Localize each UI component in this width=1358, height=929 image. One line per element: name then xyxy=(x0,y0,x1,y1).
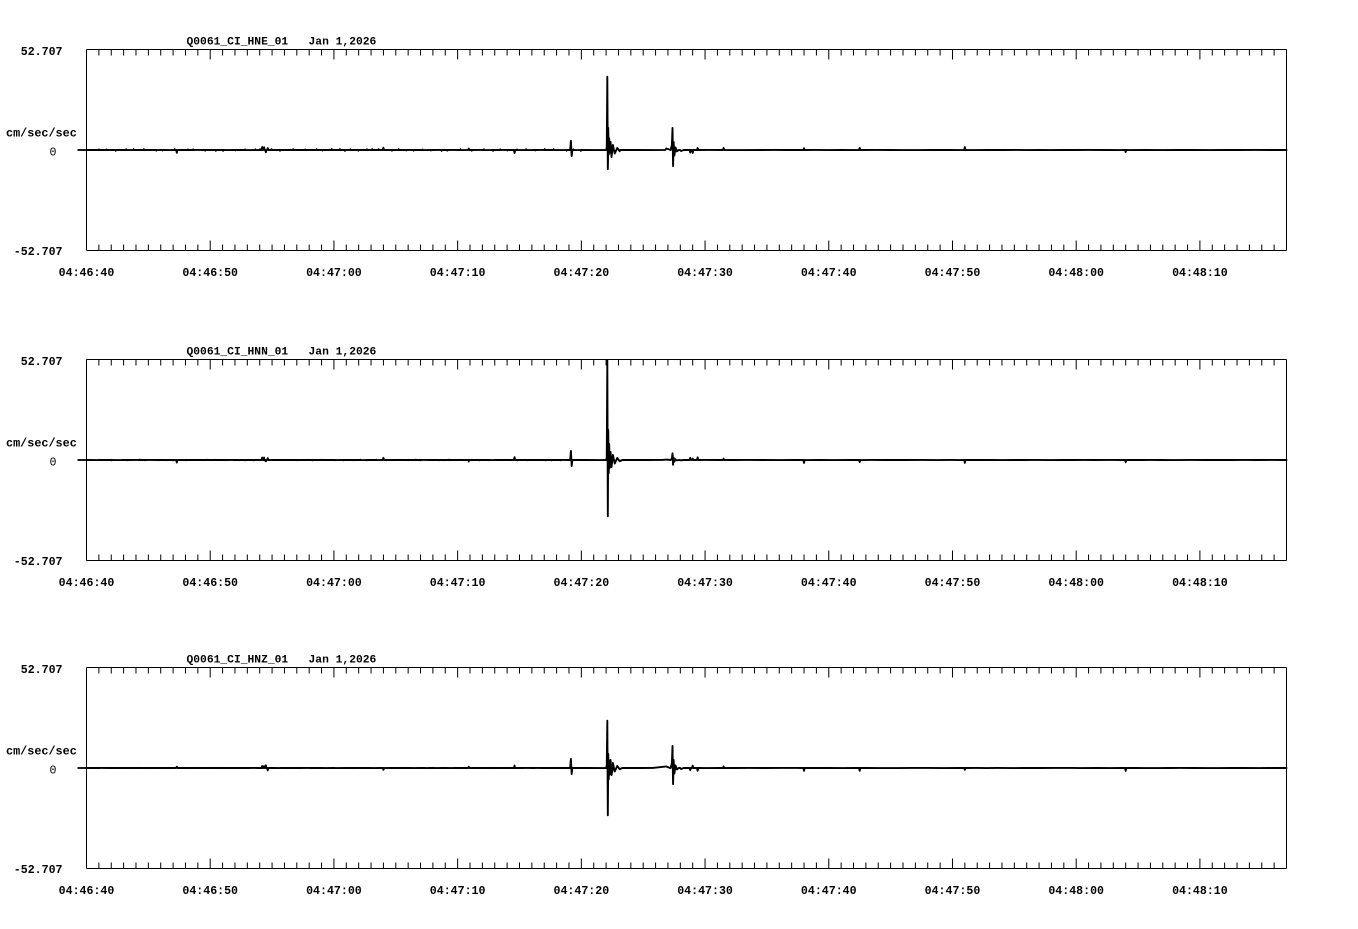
svg-text:04:47:40: 04:47:40 xyxy=(801,577,857,590)
svg-text:Q0061_CI_HNN_01 Jan 1,2026: Q0061_CI_HNN_01 Jan 1,2026 xyxy=(187,347,377,359)
svg-text:0: 0 xyxy=(50,147,57,160)
svg-text:04:47:30: 04:47:30 xyxy=(677,267,733,280)
svg-text:04:48:10: 04:48:10 xyxy=(1172,577,1228,590)
svg-text:04:47:10: 04:47:10 xyxy=(430,885,486,898)
svg-text:04:47:00: 04:47:00 xyxy=(306,577,362,590)
svg-text:52.707: 52.707 xyxy=(21,664,63,677)
svg-text:04:46:50: 04:46:50 xyxy=(182,267,238,280)
svg-text:cm/sec/sec: cm/sec/sec xyxy=(6,436,77,450)
svg-text:04:47:00: 04:47:00 xyxy=(306,267,362,280)
svg-text:52.707: 52.707 xyxy=(21,356,63,369)
svg-text:04:46:50: 04:46:50 xyxy=(182,885,238,898)
svg-text:04:48:00: 04:48:00 xyxy=(1048,267,1104,280)
svg-text:04:47:30: 04:47:30 xyxy=(677,885,733,898)
svg-text:0: 0 xyxy=(50,765,57,778)
svg-text:04:47:30: 04:47:30 xyxy=(677,577,733,590)
svg-text:04:46:40: 04:46:40 xyxy=(59,267,115,280)
svg-text:04:47:10: 04:47:10 xyxy=(430,577,486,590)
svg-text:04:47:50: 04:47:50 xyxy=(925,577,981,590)
svg-text:04:47:20: 04:47:20 xyxy=(554,577,610,590)
svg-text:04:47:20: 04:47:20 xyxy=(554,885,610,898)
svg-text:cm/sec/sec: cm/sec/sec xyxy=(6,744,77,758)
svg-text:04:47:40: 04:47:40 xyxy=(801,885,857,898)
svg-text:04:48:00: 04:48:00 xyxy=(1048,577,1104,590)
svg-text:04:46:50: 04:46:50 xyxy=(182,577,238,590)
svg-text:-52.707: -52.707 xyxy=(14,556,63,569)
svg-text:04:47:50: 04:47:50 xyxy=(925,885,981,898)
svg-text:04:48:00: 04:48:00 xyxy=(1048,885,1104,898)
svg-text:04:47:20: 04:47:20 xyxy=(554,267,610,280)
svg-text:0: 0 xyxy=(50,457,57,470)
svg-text:Q0061_CI_HNZ_01 Jan 1,2026: Q0061_CI_HNZ_01 Jan 1,2026 xyxy=(187,655,377,667)
svg-text:04:48:10: 04:48:10 xyxy=(1172,885,1228,898)
svg-text:Q0061_CI_HNE_01 Jan 1,2026: Q0061_CI_HNE_01 Jan 1,2026 xyxy=(187,37,377,49)
svg-text:04:47:40: 04:47:40 xyxy=(801,267,857,280)
svg-text:-52.707: -52.707 xyxy=(14,864,63,877)
svg-text:52.707: 52.707 xyxy=(21,46,63,59)
svg-text:04:47:10: 04:47:10 xyxy=(430,267,486,280)
svg-text:04:46:40: 04:46:40 xyxy=(59,885,115,898)
svg-text:-52.707: -52.707 xyxy=(14,246,63,259)
svg-text:cm/sec/sec: cm/sec/sec xyxy=(6,126,77,140)
svg-text:04:48:10: 04:48:10 xyxy=(1172,267,1228,280)
svg-text:04:47:00: 04:47:00 xyxy=(306,885,362,898)
svg-text:04:46:40: 04:46:40 xyxy=(59,577,115,590)
svg-text:04:47:50: 04:47:50 xyxy=(925,267,981,280)
